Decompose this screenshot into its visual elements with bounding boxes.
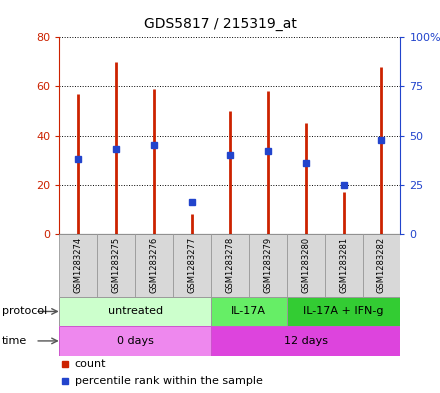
Text: GSM1283276: GSM1283276 — [150, 237, 159, 294]
Bar — [59, 297, 211, 326]
Bar — [173, 234, 211, 297]
Text: GSM1283280: GSM1283280 — [301, 237, 310, 293]
Bar — [325, 234, 363, 297]
Bar — [287, 234, 325, 297]
Text: GSM1283275: GSM1283275 — [112, 237, 121, 293]
Bar — [287, 297, 400, 326]
Text: GDS5817 / 215319_at: GDS5817 / 215319_at — [143, 17, 297, 31]
Bar — [363, 234, 400, 297]
Bar — [211, 326, 400, 356]
Text: GSM1283279: GSM1283279 — [263, 237, 272, 293]
Bar — [249, 234, 287, 297]
Text: GSM1283277: GSM1283277 — [187, 237, 197, 294]
Text: GSM1283274: GSM1283274 — [74, 237, 83, 293]
Text: protocol: protocol — [2, 307, 48, 316]
Bar — [211, 297, 287, 326]
Text: IL-17A + IFN-g: IL-17A + IFN-g — [303, 307, 384, 316]
Bar — [59, 234, 97, 297]
Text: percentile rank within the sample: percentile rank within the sample — [75, 376, 263, 386]
Text: GSM1283282: GSM1283282 — [377, 237, 386, 293]
Bar — [97, 234, 135, 297]
Bar — [59, 326, 211, 356]
Text: GSM1283278: GSM1283278 — [225, 237, 235, 294]
Text: 12 days: 12 days — [284, 336, 328, 346]
Text: time: time — [2, 336, 27, 346]
Text: count: count — [75, 359, 106, 369]
Bar — [135, 234, 173, 297]
Text: IL-17A: IL-17A — [231, 307, 266, 316]
Text: GSM1283281: GSM1283281 — [339, 237, 348, 293]
Text: untreated: untreated — [108, 307, 163, 316]
Text: 0 days: 0 days — [117, 336, 154, 346]
Bar — [211, 234, 249, 297]
